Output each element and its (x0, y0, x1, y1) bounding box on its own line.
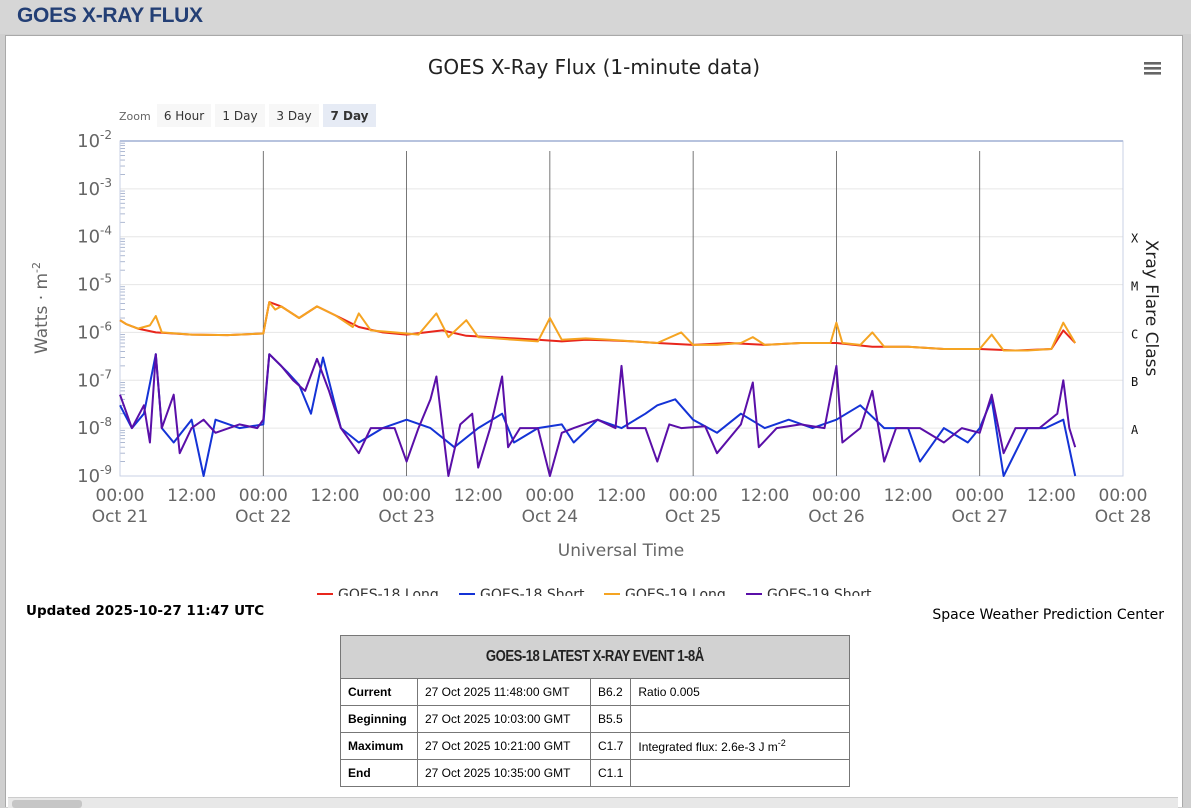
row-extra (630, 759, 850, 787)
series-line-goes-19-short (119, 353, 1077, 477)
x-tick-time: 12:00 (454, 486, 503, 506)
x-tick-time: 12:00 (740, 486, 789, 506)
series-line-goes-19-long (119, 301, 1077, 352)
y-axis-title: Watts · m-2 (30, 262, 52, 354)
x-tick-time: 00:00 (382, 486, 431, 506)
x-tick-time: 12:00 (1027, 486, 1076, 506)
menu-bar (1144, 62, 1161, 65)
table-row: Current 27 Oct 2025 11:48:00 GMT B6.2 Ra… (340, 678, 850, 706)
integrated-flux-unit-exp: -2 (777, 738, 786, 748)
table-row: Beginning 27 Oct 2025 10:03:00 GMT B5.5 (340, 705, 850, 733)
updated-timestamp: Updated 2025-10-27 11:47 UTC (26, 603, 265, 619)
legend-item[interactable]: GOES-19 Long (625, 587, 726, 596)
zoom-option-label[interactable]: 1 Day (222, 109, 257, 123)
row-class: C1.1 (589, 759, 632, 787)
zoom-7-day-button[interactable] (323, 104, 376, 127)
x-tick-date: Oct 27 (951, 507, 1007, 527)
x-tick-date: Oct 24 (522, 507, 578, 527)
x-tick-time: 12:00 (310, 486, 359, 506)
x-tick-time: 00:00 (96, 486, 145, 506)
menu-bar (1144, 67, 1161, 70)
zoom-label: Zoom (119, 110, 151, 123)
legend-item[interactable]: GOES-18 Short (480, 587, 585, 596)
row-label: Beginning (340, 705, 418, 733)
x-tick-date: Oct 23 (378, 507, 434, 527)
row-label: End (340, 759, 418, 787)
x-tick-time: 00:00 (239, 486, 288, 506)
x-tick-date: Oct 22 (235, 507, 291, 527)
zoom-option-label[interactable]: 6 Hour (164, 109, 204, 123)
y-tick-label: 10-7 (77, 367, 112, 391)
row-time: 27 Oct 2025 10:21:00 GMT (417, 732, 591, 760)
flare-class-m: M (1131, 280, 1138, 294)
row-extra: Integrated flux: 2.6e-3 J m-2 (630, 732, 850, 760)
chart-title: GOES X-Ray Flux (1-minute data) (428, 55, 760, 79)
zoom-3-day-button[interactable] (269, 104, 319, 127)
chart-menu-icon[interactable] (1144, 62, 1161, 75)
menu-bar (1144, 72, 1161, 75)
x-tick-date: Oct 21 (92, 507, 148, 527)
row-class: C1.7 (589, 732, 632, 760)
y-tick-label: 10-4 (77, 224, 112, 248)
x-tick-time: 00:00 (525, 486, 574, 506)
y-tick-label: 10-8 (77, 415, 112, 439)
legend-item[interactable]: GOES-18 Long (338, 587, 439, 596)
row-extra (630, 705, 850, 733)
x-tick-time: 12:00 (167, 486, 216, 506)
flare-class-x: X (1131, 232, 1139, 246)
row-time: 27 Oct 2025 10:03:00 GMT (417, 705, 591, 733)
row-class: B6.2 (589, 678, 632, 706)
x-tick-time: 00:00 (955, 486, 1004, 506)
row-time: 27 Oct 2025 10:35:00 GMT (417, 759, 591, 787)
scrollbar-thumb[interactable] (12, 800, 82, 808)
legend-item[interactable]: GOES-19 Short (767, 587, 872, 596)
x-tick-time: 12:00 (884, 486, 933, 506)
flare-class-a: A (1131, 423, 1139, 437)
page-header: GOES X-RAY FLUX (0, 0, 1191, 34)
latest-event-table: GOES-18 LATEST X-RAY EVENT 1-8Å Current … (340, 635, 850, 787)
x-tick-date: Oct 26 (808, 507, 864, 527)
zoom-1-day-button[interactable] (215, 104, 265, 127)
table-row: Maximum 27 Oct 2025 10:21:00 GMT C1.7 In… (340, 732, 850, 760)
y-tick-label: 10-9 (77, 463, 112, 487)
zoom-option-label[interactable]: 7 Day (330, 109, 368, 123)
y-tick-label: 10-2 (77, 128, 112, 152)
credit-text: Space Weather Prediction Center (932, 607, 1164, 623)
x-tick-date: Oct 25 (665, 507, 721, 527)
row-label: Current (340, 678, 418, 706)
x-tick-date: Oct 28 (1095, 507, 1151, 527)
zoom-6-hour-button[interactable] (157, 104, 211, 127)
xray-flux-chart: GOES X-Ray Flux (1-minute data) Zoom 6 Hou… (30, 55, 1161, 596)
flare-class-c: C (1131, 327, 1138, 341)
y-tick-label: 10-6 (77, 319, 112, 343)
x-tick-time: 12:00 (597, 486, 646, 506)
x-tick-time: 00:00 (669, 486, 718, 506)
x-axis-title: Universal Time (558, 541, 684, 561)
flare-class-b: B (1131, 375, 1138, 389)
x-tick-time: 00:00 (1099, 486, 1148, 506)
y-tick-label: 10-3 (77, 176, 112, 200)
horizontal-scrollbar[interactable] (8, 797, 1178, 808)
zoom-option-label[interactable]: 3 Day (276, 109, 311, 123)
plot-border (119, 140, 1124, 477)
page-title: GOES X-RAY FLUX (17, 4, 203, 27)
right-axis-title: Xray Flare Class (1141, 240, 1161, 377)
series-line-goes-18-short (119, 353, 1077, 477)
row-time: 27 Oct 2025 11:48:00 GMT (417, 678, 591, 706)
table-row: End 27 Oct 2025 10:35:00 GMT C1.1 (340, 759, 850, 787)
row-extra: Ratio 0.005 (630, 678, 850, 706)
row-class: B5.5 (589, 705, 632, 733)
event-table-title: GOES-18 LATEST X-RAY EVENT 1-8Å (340, 635, 850, 679)
integrated-flux-text: Integrated flux: 2.6e-3 J m (638, 740, 778, 754)
row-label: Maximum (340, 732, 418, 760)
x-tick-time: 00:00 (812, 486, 861, 506)
chart-panel: GOES X-Ray Flux (1-minute data) Zoom 6 Hou… (5, 35, 1183, 807)
y-tick-label: 10-5 (77, 272, 112, 296)
